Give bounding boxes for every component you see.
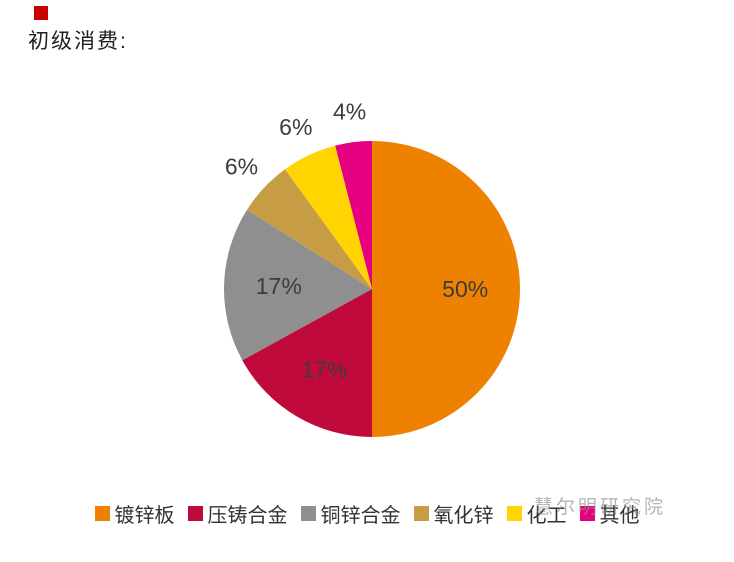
- legend-swatch: [94, 506, 110, 521]
- legend-label: 镀锌板: [114, 505, 175, 527]
- legend-item: 镀锌板: [94, 499, 175, 528]
- legend-swatch: [187, 506, 203, 521]
- legend-swatch: [413, 506, 429, 521]
- legend-label: 铜锌合金: [320, 505, 401, 527]
- pie-slice-氧化锌: [247, 169, 372, 289]
- pie-slice-化工: [285, 145, 372, 289]
- legend: 镀锌板 压铸合金 铜锌合金 氧化锌 化工 其他: [0, 499, 734, 528]
- legend-item: 压铸合金: [187, 499, 288, 528]
- pie-slice-其他: [335, 141, 372, 289]
- pie-slice-镀锌板: [372, 141, 520, 437]
- legend-swatch: [300, 506, 316, 521]
- legend-item: 其他: [579, 499, 640, 528]
- legend-label: 压铸合金: [207, 505, 288, 527]
- pct-label: 6%: [279, 114, 312, 140]
- legend-swatch: [579, 506, 595, 521]
- pie-slice-铜锌合金: [224, 209, 372, 361]
- pct-label: 17%: [301, 356, 347, 382]
- legend-label: 其他: [599, 505, 640, 527]
- pct-label: 17%: [256, 273, 302, 299]
- legend-item: 铜锌合金: [300, 499, 401, 528]
- legend-label: 氧化锌: [433, 505, 494, 527]
- legend-swatch: [506, 506, 522, 521]
- pie-slice-压铸合金: [242, 289, 372, 437]
- legend-item: 化工: [506, 499, 567, 528]
- legend-item: 氧化锌: [413, 499, 494, 528]
- page-title: 初级消费:: [28, 30, 128, 53]
- legend-label: 化工: [526, 505, 567, 527]
- pct-label: 4%: [333, 98, 366, 124]
- title-bullet: [34, 6, 48, 20]
- pct-label: 6%: [225, 153, 258, 179]
- pct-label: 50%: [442, 276, 488, 302]
